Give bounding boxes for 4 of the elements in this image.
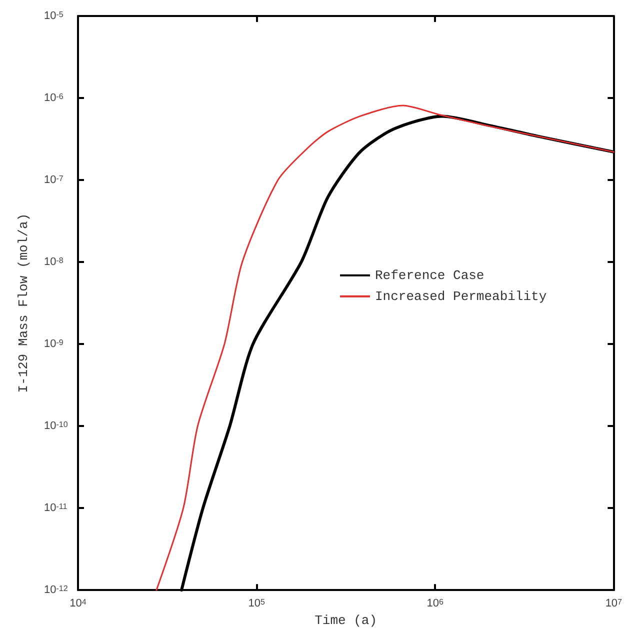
- y-axis-title: I-129 Mass Flow (mol/a): [16, 213, 31, 393]
- legend-label: Reference Case: [375, 268, 484, 283]
- legend-label: Increased Permeability: [375, 288, 547, 304]
- x-axis-title: Time (a): [314, 613, 378, 628]
